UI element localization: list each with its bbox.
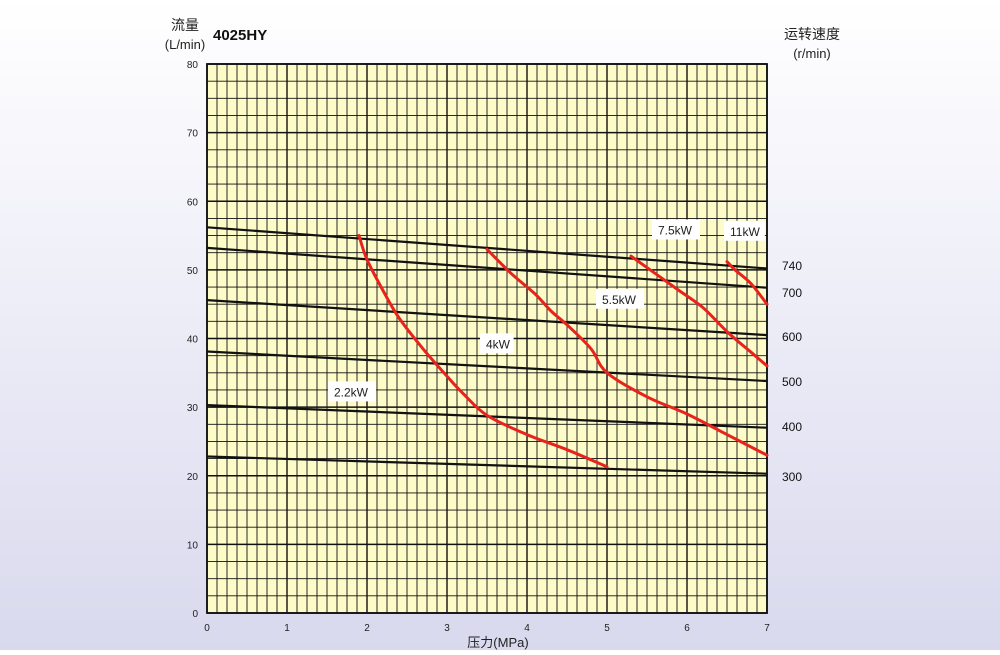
x-tick-label: 2 bbox=[364, 623, 370, 634]
speed-label-700: 700 bbox=[782, 286, 802, 300]
power-label-box-11kw bbox=[724, 220, 765, 241]
x-tick-label: 6 bbox=[684, 623, 690, 634]
speed-line-500 bbox=[206, 350, 768, 383]
right-axis-label-line2: (r/min) bbox=[793, 46, 831, 61]
y-tick-label: 50 bbox=[187, 266, 199, 277]
speed-line-300 bbox=[206, 455, 768, 475]
labels: 0 1 2 3 4 5 6 701020304050607080740700600500400… bbox=[187, 60, 802, 634]
power-curve-7-5kw bbox=[725, 260, 769, 306]
x-tick-label: 1 bbox=[284, 623, 290, 634]
power-label-box-5-5kw bbox=[596, 288, 644, 309]
speed-label-600: 600 bbox=[782, 330, 802, 344]
y-tick-label: 70 bbox=[187, 129, 199, 140]
chart-title: 4025HY bbox=[213, 27, 267, 44]
speed-line-600 bbox=[206, 299, 768, 337]
y-tick-label: 60 bbox=[187, 197, 199, 208]
power-label-11kw: 11kW bbox=[730, 225, 760, 239]
power-label-4kw: 4kW bbox=[486, 337, 511, 351]
y-tick-label: 30 bbox=[187, 403, 199, 414]
power-label-box-2-2kw bbox=[328, 381, 376, 402]
y-tick-label: 40 bbox=[187, 335, 199, 346]
power-label-2-2kw: 2.2kW bbox=[334, 385, 369, 399]
speed-line-700 bbox=[206, 246, 768, 289]
y-tick-label: 10 bbox=[187, 540, 199, 551]
speed-label-740: 740 bbox=[782, 259, 802, 273]
power-label-5-5kw: 5.5kW bbox=[602, 293, 637, 307]
plot-border bbox=[206, 63, 768, 614]
power-curve-4kw bbox=[485, 247, 769, 457]
speed-label-300: 300 bbox=[782, 470, 802, 484]
power-curve-2-2kw bbox=[357, 234, 609, 469]
grid bbox=[206, 63, 768, 614]
speed-label-400: 400 bbox=[782, 420, 802, 434]
y-tick-label: 0 bbox=[192, 609, 198, 620]
y-tick-label: 20 bbox=[187, 472, 199, 483]
y-axis-label-line1: 流量 bbox=[171, 17, 199, 33]
x-axis-label: 压力(MPa) bbox=[467, 635, 528, 650]
right-axis-label-line1: 运转速度 bbox=[784, 26, 840, 42]
y-tick-label: 80 bbox=[187, 60, 199, 71]
power-label-box-7-5kw bbox=[652, 219, 700, 240]
y-axis-label-line2: (L/min) bbox=[165, 37, 205, 52]
power-label-7-5kw: 7.5kW bbox=[658, 223, 693, 237]
power-curves bbox=[357, 234, 769, 469]
x-tick-label: 3 bbox=[444, 623, 450, 634]
power-curve-5-5kw bbox=[629, 254, 769, 368]
x-tick-label: 5 bbox=[604, 623, 610, 634]
x-tick-label: 0 bbox=[204, 623, 210, 634]
x-tick-label: 7 bbox=[764, 623, 770, 634]
speed-label-500: 500 bbox=[782, 375, 802, 389]
x-tick-label: 4 bbox=[524, 623, 530, 634]
power-label-box-4kw bbox=[480, 333, 514, 354]
